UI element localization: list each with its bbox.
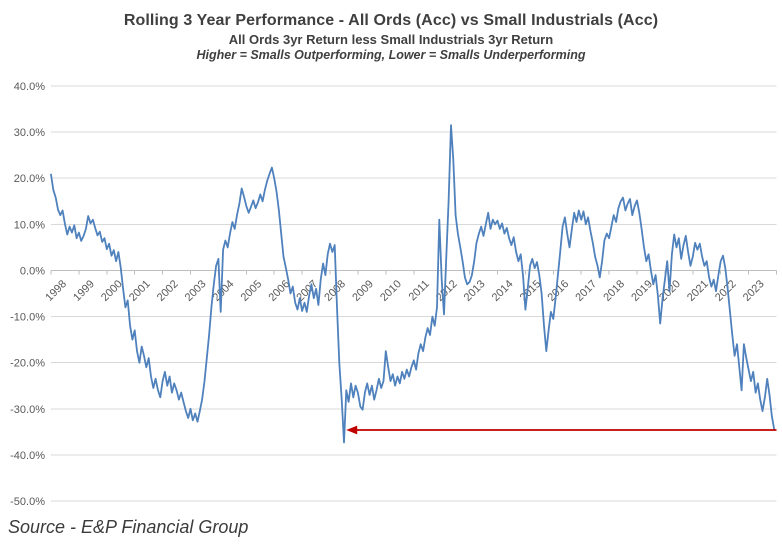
y-tick-label: -30.0%: [10, 404, 45, 416]
y-tick-label: 10.0%: [14, 219, 45, 231]
y-tick-label: -50.0%: [10, 496, 45, 508]
x-tick-label: 1999: [71, 278, 97, 304]
x-tick-label: 2016: [546, 278, 572, 304]
source-caption: Source - E&P Financial Group: [8, 517, 249, 537]
y-tick-label: 30.0%: [14, 127, 45, 139]
chart-note: Higher = Smalls Outperforming, Lower = S…: [196, 48, 586, 62]
x-tick-label: 2000: [99, 278, 125, 304]
y-tick-label: 20.0%: [14, 173, 45, 185]
x-tick-label: 2023: [741, 278, 767, 304]
y-tick-label: 40.0%: [14, 81, 45, 93]
x-tick-label: 2009: [350, 278, 376, 304]
x-tick-label: 2010: [378, 278, 404, 304]
x-tick-label: 2019: [629, 278, 655, 304]
chart-title: Rolling 3 Year Performance - All Ords (A…: [123, 12, 659, 29]
x-tick-label: 2017: [573, 278, 599, 304]
y-tick-label: -10.0%: [10, 312, 45, 324]
y-tick-label: -20.0%: [10, 358, 45, 370]
y-tick-label: 0.0%: [20, 265, 45, 277]
y-tick-label: -40.0%: [10, 450, 45, 462]
chart-subtitle: All Ords 3yr Return less Small Industria…: [228, 32, 554, 47]
x-tick-label: 1998: [43, 278, 69, 304]
arrow-head: [346, 425, 358, 435]
x-tick-label: 2021: [685, 278, 711, 304]
x-tick-label: 2001: [127, 278, 153, 304]
x-tick-label: 2014: [490, 278, 516, 304]
x-tick-label: 2003: [183, 278, 209, 304]
x-tick-label: 2018: [601, 278, 627, 304]
x-tick-label: 2011: [407, 278, 432, 303]
series-line: [50, 124, 776, 444]
x-tick-label: 2002: [155, 278, 181, 304]
x-tick-label: 2005: [239, 278, 265, 304]
